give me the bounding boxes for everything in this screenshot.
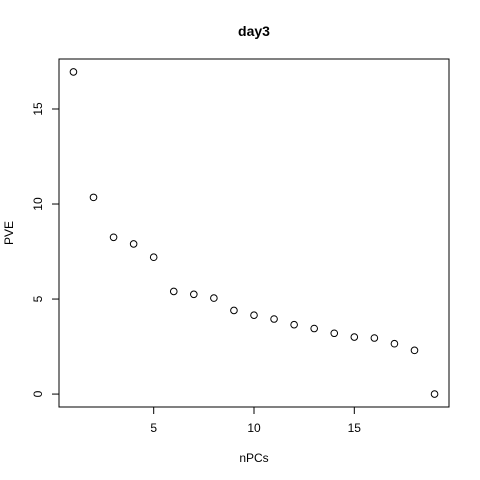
- x-tick-label: 10: [247, 421, 261, 435]
- data-point: [250, 311, 258, 320]
- data-point: [330, 329, 339, 338]
- data-point: [350, 333, 359, 341]
- chart-title: day3: [238, 23, 270, 39]
- y-tick-label: 0: [31, 390, 45, 397]
- y-axis: 0 5 10 15: [31, 102, 60, 397]
- data-point: [290, 320, 298, 329]
- data-point: [109, 233, 118, 242]
- y-tick-label: 10: [31, 197, 45, 211]
- data-point: [370, 334, 379, 342]
- y-tick-label: 5: [31, 295, 45, 302]
- data-point: [129, 240, 138, 248]
- data-point: [149, 253, 158, 262]
- data-point: [69, 68, 78, 76]
- data-point: [390, 339, 399, 348]
- x-tick-label: 15: [348, 421, 362, 435]
- x-axis: 5 10 15: [150, 406, 362, 435]
- data-points: [69, 68, 439, 398]
- data-point: [210, 294, 218, 302]
- data-point: [430, 390, 439, 398]
- x-axis-label: nPCs: [239, 451, 268, 465]
- data-point: [230, 306, 238, 315]
- data-point: [270, 315, 278, 323]
- data-point: [310, 324, 318, 333]
- data-point: [169, 287, 178, 296]
- data-point: [89, 193, 98, 202]
- y-axis-label: PVE: [2, 221, 16, 245]
- x-tick-label: 5: [150, 421, 157, 435]
- data-point: [190, 290, 198, 299]
- y-tick-label: 15: [31, 102, 45, 116]
- data-point: [410, 346, 419, 355]
